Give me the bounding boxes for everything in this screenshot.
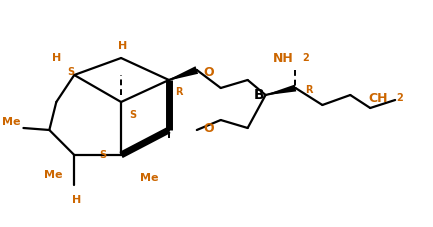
Text: 2: 2 <box>396 93 403 103</box>
Text: O: O <box>204 66 214 79</box>
Text: S: S <box>100 150 107 160</box>
Text: NH: NH <box>273 52 294 64</box>
Text: 2: 2 <box>303 53 309 63</box>
Text: Me: Me <box>140 173 158 183</box>
Text: O: O <box>204 121 214 135</box>
Text: Me: Me <box>2 117 21 127</box>
Text: CH: CH <box>368 91 388 104</box>
Text: Me: Me <box>44 170 63 180</box>
Text: H: H <box>71 195 81 205</box>
Text: B: B <box>253 88 264 102</box>
Text: H: H <box>119 41 128 51</box>
Text: S: S <box>129 110 136 120</box>
Text: R: R <box>175 87 183 97</box>
Text: H: H <box>52 53 61 63</box>
Text: S: S <box>68 67 75 77</box>
Polygon shape <box>265 85 296 95</box>
Polygon shape <box>169 66 198 80</box>
Text: R: R <box>305 85 312 95</box>
